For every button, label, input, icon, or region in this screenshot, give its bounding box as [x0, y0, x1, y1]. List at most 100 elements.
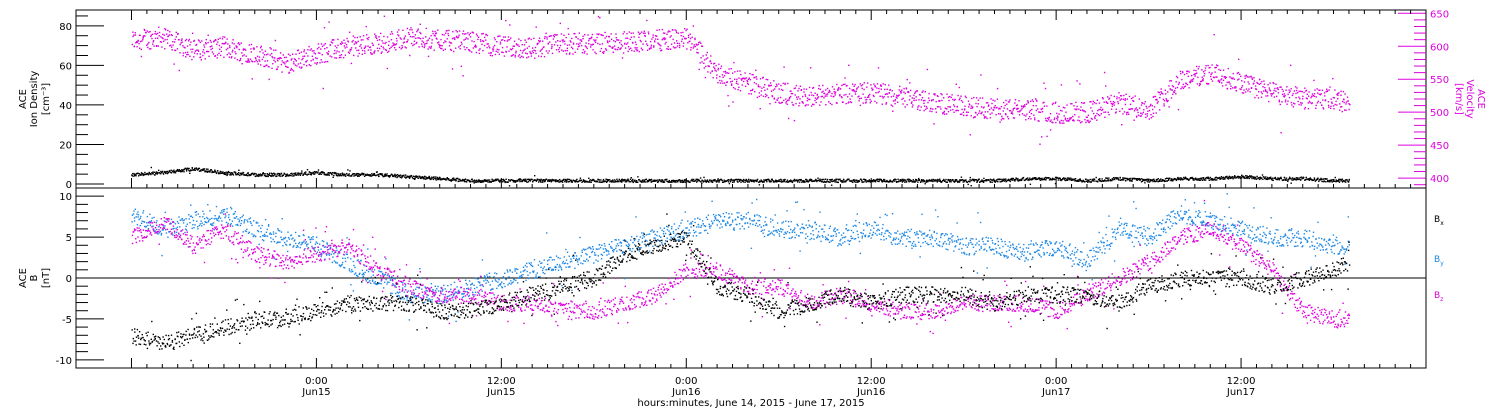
velocity-point: [1238, 59, 1239, 60]
velocity-point: [524, 44, 525, 45]
velocity-point: [971, 98, 972, 99]
velocity-point: [164, 48, 165, 49]
velocity-point: [1094, 118, 1095, 119]
velocity-point: [1001, 119, 1002, 120]
velocity-point: [917, 106, 918, 107]
density-point: [1035, 177, 1036, 178]
velocity-point: [1056, 118, 1057, 119]
velocity-point: [307, 49, 308, 50]
velocity-point: [367, 39, 368, 40]
velocity-point: [386, 50, 387, 51]
velocity-point: [518, 46, 519, 47]
velocity-point: [172, 44, 173, 45]
velocity-point: [283, 54, 284, 55]
velocity-point: [790, 91, 791, 92]
velocity-point: [1208, 83, 1209, 84]
velocity-point: [732, 101, 733, 102]
velocity-point: [1042, 108, 1043, 109]
velocity-point: [743, 81, 744, 82]
velocity-point: [729, 78, 730, 79]
velocity-point: [287, 60, 288, 61]
velocity-point: [1024, 115, 1025, 116]
density-point: [789, 181, 790, 182]
top-left-tick-label: 80: [59, 22, 72, 33]
velocity-point: [532, 50, 533, 51]
velocity-point: [892, 111, 893, 112]
x-tick-label-time: 0:00: [1045, 376, 1067, 387]
velocity-point: [561, 33, 562, 34]
velocity-point: [1296, 90, 1297, 91]
velocity-point: [682, 32, 683, 33]
velocity-point: [477, 35, 478, 36]
velocity-point: [172, 35, 173, 36]
density-point: [753, 181, 754, 182]
velocity-point: [645, 36, 646, 37]
density-point: [621, 181, 622, 182]
velocity-point: [318, 52, 319, 53]
velocity-point: [272, 63, 273, 64]
velocity-point: [139, 35, 140, 36]
velocity-point: [1273, 92, 1274, 93]
velocity-point: [934, 93, 935, 94]
velocity-point: [1078, 109, 1079, 110]
velocity-point: [1307, 94, 1308, 95]
velocity-point: [394, 47, 395, 48]
velocity-point: [990, 98, 991, 99]
velocity-point: [1204, 70, 1205, 71]
velocity-point: [872, 89, 873, 90]
velocity-point: [746, 77, 747, 78]
velocity-point: [1165, 90, 1166, 91]
velocity-point: [156, 45, 157, 46]
velocity-point: [1045, 88, 1046, 89]
velocity-point: [177, 48, 178, 49]
velocity-point: [560, 45, 561, 46]
velocity-point: [1018, 100, 1019, 101]
velocity-point: [293, 61, 294, 62]
velocity-point: [232, 39, 233, 40]
velocity-point: [1153, 113, 1154, 114]
density-point: [233, 174, 234, 175]
x-tick-label-time: 12:00: [857, 376, 886, 387]
velocity-point: [1187, 84, 1188, 85]
velocity-point: [1331, 102, 1332, 103]
velocity-point: [1241, 80, 1242, 81]
velocity-point: [1002, 118, 1003, 119]
velocity-point: [554, 44, 555, 45]
velocity-point: [1295, 97, 1296, 98]
velocity-point: [331, 41, 332, 42]
velocity-point: [160, 36, 161, 37]
velocity-point: [695, 46, 696, 47]
velocity-point: [1264, 84, 1265, 85]
velocity-point: [961, 113, 962, 114]
velocity-point: [1092, 110, 1093, 111]
velocity-point: [774, 98, 775, 99]
velocity-point: [190, 49, 191, 50]
velocity-point: [822, 85, 823, 86]
velocity-point: [1005, 105, 1006, 106]
density-point: [618, 181, 619, 182]
velocity-point: [1071, 117, 1072, 118]
velocity-point: [756, 76, 757, 77]
velocity-point: [271, 68, 272, 69]
velocity-point: [409, 29, 410, 30]
velocity-point: [844, 84, 845, 85]
velocity-point: [560, 23, 561, 24]
velocity-point: [1046, 136, 1047, 137]
velocity-point: [362, 54, 363, 55]
velocity-point: [882, 97, 883, 98]
density-point: [787, 180, 788, 181]
velocity-point: [1114, 102, 1115, 103]
velocity-point: [696, 44, 697, 45]
velocity-point: [586, 53, 587, 54]
velocity-point: [694, 44, 695, 45]
velocity-point: [1337, 98, 1338, 99]
velocity-point: [1074, 114, 1075, 115]
velocity-point: [531, 53, 532, 54]
density-point: [307, 169, 308, 170]
velocity-point: [1334, 89, 1335, 90]
velocity-point: [769, 103, 770, 104]
velocity-point: [177, 33, 178, 34]
velocity-point: [929, 111, 930, 112]
velocity-point: [142, 37, 143, 38]
velocity-point: [412, 32, 413, 33]
